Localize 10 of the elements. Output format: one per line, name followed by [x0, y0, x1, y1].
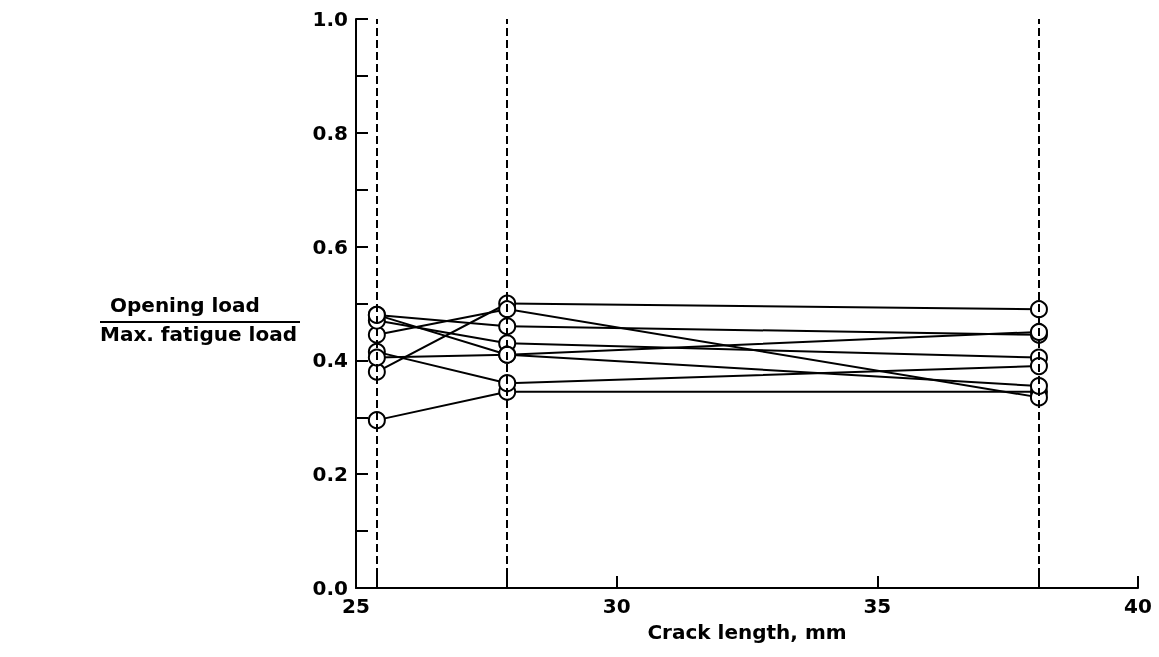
y-tick-label: 1.0 [312, 7, 348, 31]
y-tick-label: 0.4 [312, 348, 348, 373]
y-axis-title: Opening load Max. fatigue load [100, 293, 297, 346]
y-tick-label: 0.2 [312, 462, 348, 487]
x-axis-title: Crack length, mm [647, 620, 847, 644]
x-tick-label: 30 [602, 594, 631, 618]
x-tick-label: 35 [863, 594, 892, 618]
y-tick-label: 0.8 [312, 120, 348, 145]
x-tick-label: 40 [1124, 594, 1152, 618]
y-tick-label: 0.6 [312, 234, 348, 259]
